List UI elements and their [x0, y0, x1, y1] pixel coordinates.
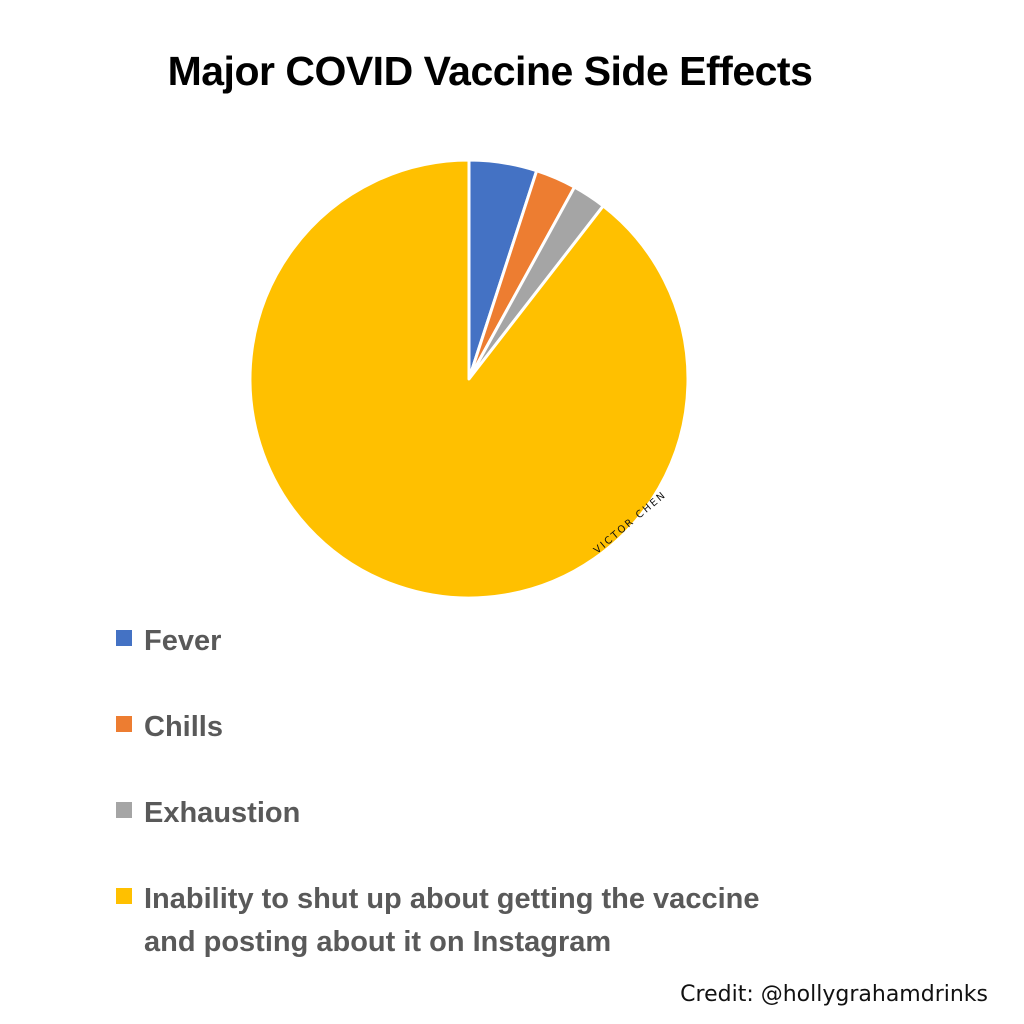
chart-title: Major COVID Vaccine Side Effects: [167, 48, 813, 94]
legend-swatch-fever: [116, 630, 132, 646]
legend-swatch-chills: [116, 716, 132, 732]
legend-label: Inability to shut up about getting the v…: [144, 878, 759, 964]
legend-item-chills: Chills: [116, 706, 223, 749]
legend-label-line1: Inability to shut up about getting the v…: [144, 883, 760, 915]
legend-label: Fever: [144, 625, 222, 657]
pie-slice-inability: [248, 158, 690, 600]
legend-item-fever: Fever: [116, 620, 221, 663]
credit-text: Credit: @hollygrahamdrinks: [680, 982, 988, 1007]
legend-swatch-exhaustion: [116, 802, 132, 818]
legend-label: Exhaustion: [144, 797, 301, 829]
legend-label-line2: and posting about it on Instagram: [144, 926, 612, 958]
legend-swatch-inability: [116, 888, 132, 904]
legend-item-inability: Inability to shut up about getting the v…: [116, 878, 759, 964]
legend-label: Chills: [144, 711, 223, 743]
legend-item-exhaustion: Exhaustion: [116, 792, 300, 835]
